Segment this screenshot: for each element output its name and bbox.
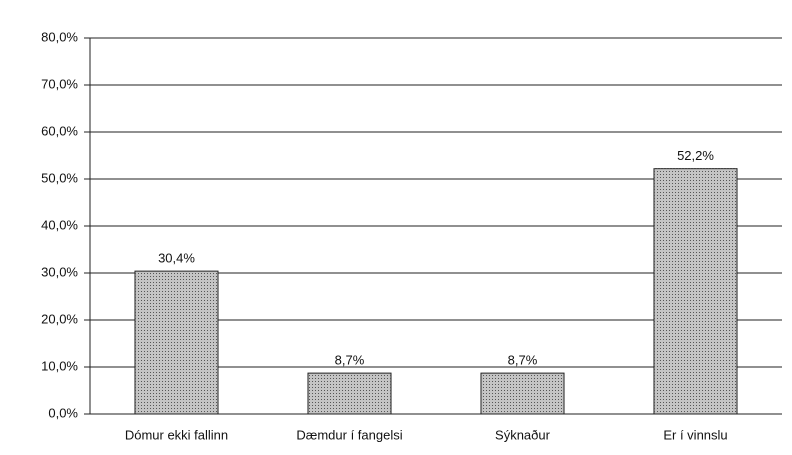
y-tick-label: 60,0% [41, 123, 78, 138]
x-tick-label: Sýknaður [495, 427, 551, 442]
value-label: 30,4% [158, 251, 195, 266]
y-tick-label: 80,0% [41, 29, 78, 44]
value-label: 8,7% [335, 353, 365, 368]
bar-texture [653, 168, 738, 414]
bar-texture [134, 271, 219, 414]
value-label: 52,2% [677, 148, 714, 163]
bar-texture [307, 373, 392, 414]
y-tick-label: 30,0% [41, 264, 78, 279]
x-tick-label: Er í vinnslu [663, 427, 727, 442]
y-tick-label: 40,0% [41, 217, 78, 232]
value-label: 8,7% [508, 353, 538, 368]
y-tick-label: 50,0% [41, 170, 78, 185]
x-tick-label: Dæmdur í fangelsi [296, 427, 402, 442]
y-tick-label: 70,0% [41, 76, 78, 91]
y-tick-label: 20,0% [41, 311, 78, 326]
y-tick-label: 10,0% [41, 358, 78, 373]
bar-texture [480, 373, 565, 414]
y-tick-label: 0,0% [48, 405, 78, 420]
x-tick-label: Dómur ekki fallinn [125, 427, 228, 442]
